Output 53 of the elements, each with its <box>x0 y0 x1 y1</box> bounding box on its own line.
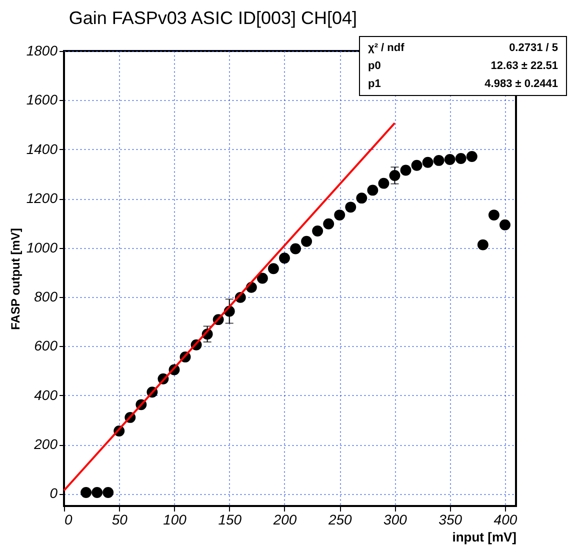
point <box>488 210 500 221</box>
y-tick-label: 1800 <box>26 42 58 58</box>
point <box>323 218 334 230</box>
point <box>312 226 324 236</box>
point <box>279 252 290 264</box>
point <box>334 210 346 221</box>
point <box>444 154 456 165</box>
x-tick-label: 150 <box>218 512 242 528</box>
x-tick-label: 100 <box>163 512 187 528</box>
y-tick-label: 1000 <box>26 239 58 256</box>
annotation: χ² / ndf <box>368 42 406 54</box>
x-axis-title: input [mV] <box>452 530 516 544</box>
point <box>367 184 378 196</box>
annotation: 0.2731 / 5 <box>508 42 558 54</box>
point <box>92 487 103 498</box>
y-tick-label: 800 <box>34 288 58 304</box>
point <box>356 192 368 204</box>
y-tick-label: 0 <box>50 485 58 502</box>
y-tick-label: 600 <box>34 338 58 354</box>
point <box>500 219 510 230</box>
point <box>290 243 301 254</box>
point <box>80 487 92 498</box>
point <box>477 239 488 250</box>
point <box>268 263 279 274</box>
point <box>400 164 412 176</box>
point <box>411 160 422 171</box>
x-tick-label: 400 <box>494 512 518 528</box>
x-tick-label: 200 <box>272 512 297 528</box>
x-tick-label: 300 <box>384 512 408 528</box>
annotation: 12.63 ± 22.51 <box>490 60 558 72</box>
y-tick-label: 1200 <box>26 190 58 206</box>
point <box>256 272 268 284</box>
annotation: p0 <box>368 60 382 72</box>
point <box>378 178 390 189</box>
x-tick-label: 350 <box>438 512 462 528</box>
point <box>422 156 434 168</box>
annotation: p1 <box>368 78 382 90</box>
x-tick-label: 50 <box>112 512 128 528</box>
y-axis-title: FASP output [mV] <box>8 228 22 330</box>
annotation: 4.983 ± 0.2441 <box>484 78 558 90</box>
point <box>102 487 114 498</box>
x-tick-label: 0 <box>64 512 72 528</box>
point <box>466 151 478 162</box>
point <box>301 236 312 247</box>
y-tick-label: 400 <box>34 386 58 403</box>
y-tick-label: 1600 <box>26 92 58 108</box>
point <box>345 202 356 213</box>
point <box>455 153 466 164</box>
x-tick-label: 250 <box>327 512 352 528</box>
y-tick-label: 1400 <box>26 140 58 157</box>
y-tick-label: 200 <box>33 436 58 452</box>
point <box>433 154 444 166</box>
chart-title: Gain FASPv03 ASIC ID[003] CH[04] <box>68 8 357 28</box>
